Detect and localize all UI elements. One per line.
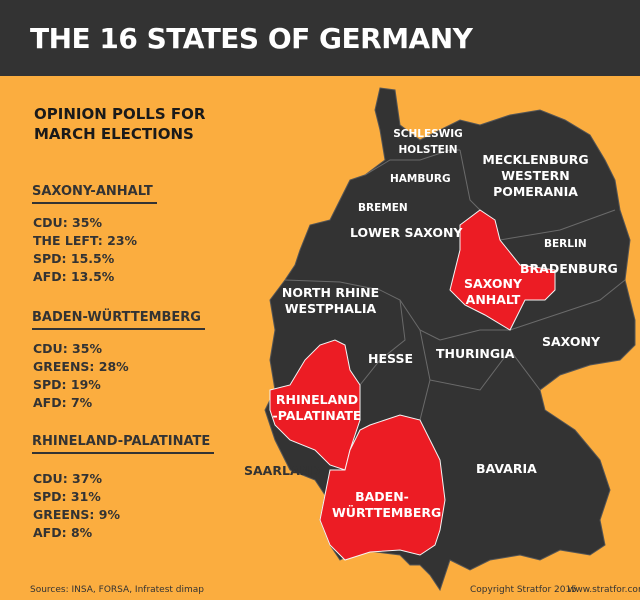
label-bavaria: BAVARIA — [476, 461, 537, 476]
header-bar — [0, 0, 640, 76]
poll-result: THE LEFT: 23% — [33, 233, 138, 248]
poll-results-rhineland-palatinate: CDU: 37% SPD: 31% GREENS: 9% AFD: 8% — [33, 470, 120, 542]
label-baden-wurttemberg: BADEN- WÜRTTEMBERG — [332, 489, 442, 520]
label-rhineland-palatinate: RHINELAND -PALATINATE — [272, 392, 362, 423]
label-hesse: HESSE — [368, 351, 413, 366]
state-saxony-anhalt — [449, 209, 556, 331]
label-mecklenburg: MECKLENBURG WESTERN POMERANIA — [482, 152, 589, 199]
label-brandenburg: BRADENBURG — [520, 261, 618, 276]
poll-result: AFD: 8% — [33, 525, 93, 540]
label-hamburg: HAMBURG — [390, 173, 451, 185]
poll-result: CDU: 35% — [33, 341, 102, 356]
poll-result: CDU: 35% — [33, 215, 102, 230]
label-lower-saxony: LOWER SAXONY — [350, 225, 463, 240]
poll-result: CDU: 37% — [33, 471, 102, 486]
label-saxony: SAXONY — [542, 334, 601, 349]
poll-result: SPD: 15.5% — [33, 251, 115, 266]
poll-subtitle: OPINION POLLS FOR MARCH ELECTIONS — [34, 105, 206, 143]
label-schleswig-holstein: SCHLESWIG HOLSTEIN — [393, 128, 463, 156]
poll-result: SPD: 19% — [33, 377, 101, 392]
page-title: THE 16 STATES OF GERMANY — [30, 22, 473, 55]
label-thuringia: THURINGIA — [436, 346, 515, 361]
poll-result: GREENS: 9% — [33, 507, 120, 522]
poll-heading-rhineland-palatinate: RHINELAND-PALATINATE — [32, 434, 215, 454]
poll-results-baden-wurttemberg: CDU: 35% GREENS: 28% SPD: 19% AFD: 7% — [33, 340, 129, 412]
poll-result: AFD: 13.5% — [33, 269, 115, 284]
state-rhineland-palatinate — [269, 339, 361, 471]
poll-heading-baden-wurttemberg: BADEN-WÜRTTEMBERG — [32, 310, 205, 330]
state-baden-wurttemberg — [319, 414, 446, 561]
label-berlin: BERLIN — [544, 238, 587, 250]
poll-result: GREENS: 28% — [33, 359, 129, 374]
label-bremen: BREMEN — [358, 202, 408, 214]
poll-results-saxony-anhalt: CDU: 35% THE LEFT: 23% SPD: 15.5% AFD: 1… — [33, 214, 137, 286]
label-saarland: SAARLAND — [244, 463, 321, 478]
website-link[interactable]: www.stratfor.com — [568, 585, 640, 595]
sources-text: Sources: INSA, FORSA, Infratest dimap — [30, 585, 205, 595]
state-borders — [284, 149, 626, 421]
poll-result: AFD: 7% — [33, 395, 93, 410]
label-nrw: NORTH RHINE WESTPHALIA — [281, 285, 380, 316]
copyright-text: Copyright Stratfor 2015 — [470, 585, 577, 595]
poll-result: SPD: 31% — [33, 489, 101, 504]
poll-heading-saxony-anhalt: SAXONY-ANHALT — [32, 184, 157, 204]
label-saxony-anhalt: SAXONY ANHALT — [463, 276, 522, 307]
